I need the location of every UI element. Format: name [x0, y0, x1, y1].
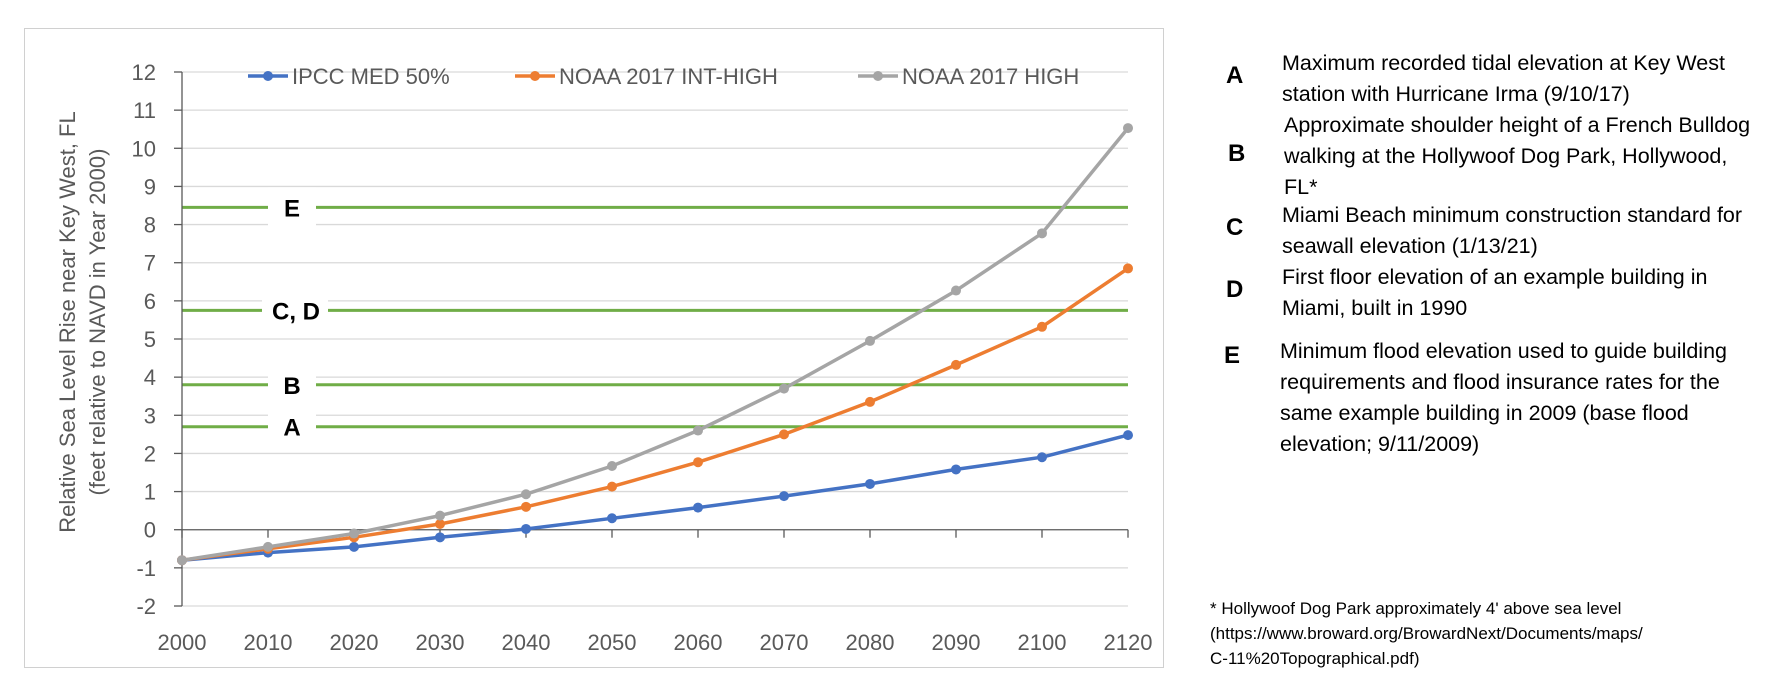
key-letter-d: D — [1226, 276, 1244, 303]
reference-lines-layer: AB C, D E — [182, 187, 1128, 447]
y-tick-label-7: 7 — [144, 251, 156, 276]
point-noaa-2017-high-2030 — [435, 510, 445, 521]
legend-marker-noaa-2017-int-high — [530, 71, 540, 81]
y-tick-label-11: 11 — [133, 98, 156, 123]
point-ipcc-med-50-2020 — [349, 541, 359, 552]
point-noaa-2017-int-high-2090 — [951, 359, 961, 370]
footnote-line-1: * Hollywoof Dog Park approximately 4' ab… — [1210, 599, 1622, 618]
point-noaa-2017-int-high-2040 — [521, 501, 531, 512]
series-line-noaa-2017-high — [181, 126, 1130, 562]
point-ipcc-med-50-2060 — [693, 502, 703, 513]
x-tick-label-2040: 2040 — [502, 630, 551, 655]
legend-label-noaa-2017-int-high: NOAA 2017 INT-HIGH — [559, 64, 778, 89]
y-tick-label-1: 1 — [144, 480, 156, 505]
x-tick-label-2000: 2000 — [158, 630, 207, 655]
footnote-line-3: C-11%20Topographical.pdf) — [1210, 649, 1420, 668]
point-noaa-2017-high-2020 — [349, 528, 359, 539]
key-text-d: First floor elevation of an example buil… — [1282, 265, 1708, 320]
y-tick-label-3: 3 — [144, 403, 156, 428]
point-noaa-2017-high-2000 — [177, 555, 187, 566]
point-ipcc-med-50-2050 — [607, 513, 617, 524]
y-tick-label-4: 4 — [144, 365, 156, 390]
x-tick-label-2120: 2120 — [1104, 630, 1153, 655]
x-tick-label-2050: 2050 — [588, 630, 637, 655]
point-noaa-2017-int-high-2120 — [1123, 263, 1133, 274]
point-ipcc-med-50-2120 — [1123, 430, 1133, 441]
point-noaa-2017-high-2070 — [779, 383, 789, 394]
x-tick-label-2090: 2090 — [932, 630, 981, 655]
y-tick-label-0: 0 — [144, 518, 156, 543]
key-letter-b: B — [1228, 140, 1246, 167]
reference-label-1: A — [283, 415, 300, 442]
y-tick-label-9: 9 — [144, 174, 156, 199]
reference-label-bg-2 — [268, 364, 316, 405]
point-ipcc-med-50-2070 — [779, 491, 789, 502]
y-tick-label-10: 10 — [132, 136, 156, 161]
y-tick-label-6: 6 — [144, 289, 156, 314]
y-tick-label--2: -2 — [136, 594, 156, 619]
reference-label-bg-3 — [262, 290, 328, 331]
y-tick-label--1: -1 — [136, 556, 156, 581]
point-noaa-2017-high-2100 — [1037, 228, 1047, 239]
chart-frame — [24, 28, 1164, 668]
key-letter-e: E — [1224, 342, 1241, 369]
footnote: * Hollywoof Dog Park approximately 4' ab… — [1210, 596, 1770, 671]
point-noaa-2017-int-high-2070 — [779, 429, 789, 440]
point-ipcc-med-50-2030 — [435, 532, 445, 543]
point-noaa-2017-int-high-2080 — [865, 396, 875, 407]
point-noaa-2017-int-high-2050 — [607, 481, 617, 492]
y-tick-label-12: 12 — [132, 60, 156, 85]
y-tick-label-2: 2 — [144, 441, 156, 466]
x-tick-label-2070: 2070 — [760, 630, 809, 655]
legend-marker-noaa-2017-high — [873, 71, 883, 81]
key-text-b: Approximate shoulder height of a French … — [1284, 113, 1751, 199]
reference-label-3: C, D — [272, 298, 320, 325]
x-tick-label-2100: 2100 — [1018, 630, 1067, 655]
legend-marker-ipcc-med-50 — [263, 71, 273, 81]
x-tick-label-2030: 2030 — [416, 630, 465, 655]
reference-label-4: E — [284, 195, 300, 222]
reference-label-bg-4 — [268, 187, 316, 228]
footnote-line-2: (https://www.broward.org/BrowardNext/Doc… — [1210, 624, 1643, 643]
legend-label-ipcc-med-50: IPCC MED 50% — [292, 64, 450, 89]
point-noaa-2017-high-2120 — [1123, 123, 1133, 134]
key-text-c: Miami Beach minimum construction standar… — [1282, 203, 1743, 258]
y-tick-label-8: 8 — [144, 213, 156, 238]
point-noaa-2017-high-2050 — [607, 461, 617, 472]
y-axis-title-line1: Relative Sea Level Rise near Key West, F… — [55, 111, 80, 532]
key-letter-c: C — [1226, 214, 1244, 241]
series-line-noaa-2017-int-high — [181, 266, 1129, 562]
y-tick-label-5: 5 — [144, 327, 156, 352]
point-ipcc-med-50-2090 — [951, 464, 961, 475]
key-text-a: Maximum recorded tidal elevation at Key … — [1282, 51, 1725, 106]
chart-legend: IPCC MED 50% NOAA 2017 INT-HIGH NOAA 2017 … — [248, 64, 1079, 89]
point-ipcc-med-50-2100 — [1037, 452, 1047, 463]
point-ipcc-med-50-2040 — [521, 523, 531, 534]
x-tick-label-2060: 2060 — [674, 630, 723, 655]
key-letter-a: A — [1226, 62, 1244, 89]
reference-label-2: B — [283, 373, 300, 400]
key-text-e: Minimum flood elevation used to guide bu… — [1280, 339, 1727, 456]
grid-layer — [182, 71, 1128, 607]
point-noaa-2017-int-high-2060 — [693, 457, 703, 468]
point-ipcc-med-50-2080 — [865, 478, 875, 489]
x-tick-label-2020: 2020 — [330, 630, 379, 655]
point-noaa-2017-high-2080 — [865, 335, 875, 346]
point-noaa-2017-high-2060 — [693, 425, 703, 436]
legend-label-noaa-2017-high: NOAA 2017 HIGH — [902, 64, 1079, 89]
x-tick-label-2080: 2080 — [846, 630, 895, 655]
reference-label-bg-1 — [268, 406, 316, 447]
point-noaa-2017-high-2010 — [263, 541, 273, 552]
series-layer — [177, 123, 1133, 566]
point-noaa-2017-high-2040 — [521, 489, 531, 500]
point-noaa-2017-int-high-2030 — [435, 518, 445, 529]
y-axis-title-line2: (feet relative to NAVD in Year 2000) — [85, 149, 110, 496]
series-line-ipcc-med-50 — [181, 433, 1129, 562]
point-noaa-2017-int-high-2100 — [1037, 321, 1047, 332]
x-tick-label-2010: 2010 — [244, 630, 293, 655]
point-noaa-2017-high-2090 — [951, 285, 961, 296]
